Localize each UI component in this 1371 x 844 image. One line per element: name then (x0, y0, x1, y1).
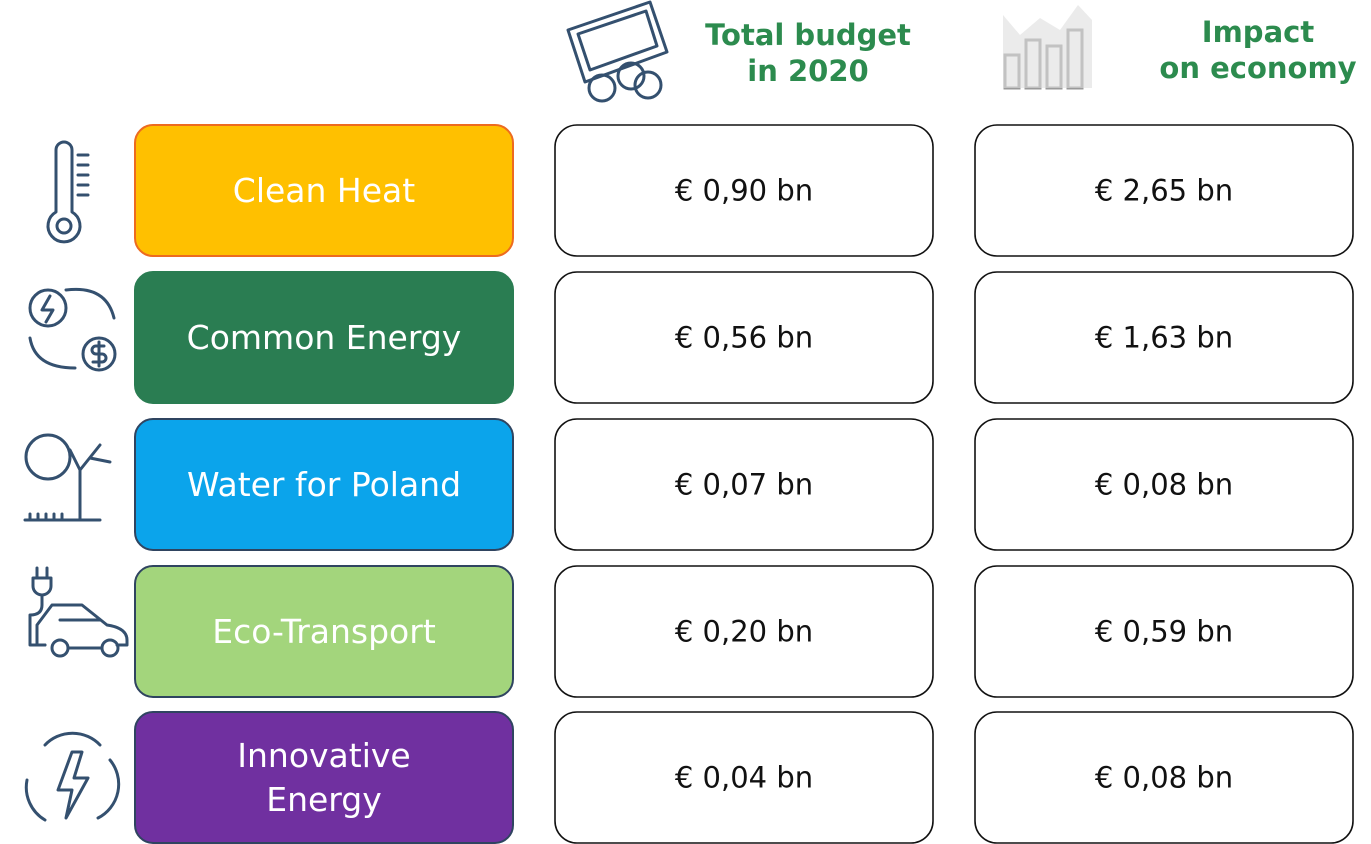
impact-value: € 1,63 bn (1095, 321, 1233, 355)
budget-value: € 0,20 bn (675, 615, 813, 649)
header-budget: Total budget (705, 18, 911, 52)
lightning-icon (24, 731, 121, 822)
thermometer-icon (46, 140, 90, 244)
budget-box (554, 418, 934, 551)
header-impact: on economy (1159, 51, 1356, 85)
impact-value: € 0,08 bn (1095, 761, 1233, 795)
budget-value: € 0,56 bn (675, 321, 813, 355)
impact-value: € 0,08 bn (1095, 468, 1233, 502)
budget-box (554, 124, 934, 257)
category-label: Water for Poland (187, 465, 461, 504)
category-box (134, 711, 514, 844)
budget-box (554, 711, 934, 844)
category-box (134, 565, 514, 698)
budget-value: € 0,90 bn (675, 174, 813, 208)
impact-box (974, 565, 1354, 698)
impact-box (974, 418, 1354, 551)
tree-icon (23, 433, 112, 522)
budget-box (554, 271, 934, 404)
impact-box (974, 124, 1354, 257)
impact-box (974, 271, 1354, 404)
category-label: Innovative (237, 736, 410, 775)
category-box (134, 418, 514, 551)
impact-box (974, 711, 1354, 844)
category-box (134, 271, 514, 404)
header-impact: Impact (1202, 15, 1315, 49)
category-label: Common Energy (187, 318, 462, 357)
budget-box (554, 565, 934, 698)
category-label: Eco-Transport (212, 612, 436, 651)
header-budget: in 2020 (747, 54, 868, 88)
budget-value: € 0,07 bn (675, 468, 813, 502)
energy-money-icon (28, 287, 117, 372)
category-box (134, 124, 514, 257)
budget-value: € 0,04 bn (675, 761, 813, 795)
impact-value: € 2,65 bn (1095, 174, 1233, 208)
chart-icon (1003, 5, 1092, 90)
category-label: Energy (266, 780, 382, 819)
category-label: Clean Heat (233, 171, 415, 210)
impact-value: € 0,59 bn (1095, 615, 1233, 649)
car-icon (28, 566, 129, 658)
money-icon (566, 0, 669, 103)
